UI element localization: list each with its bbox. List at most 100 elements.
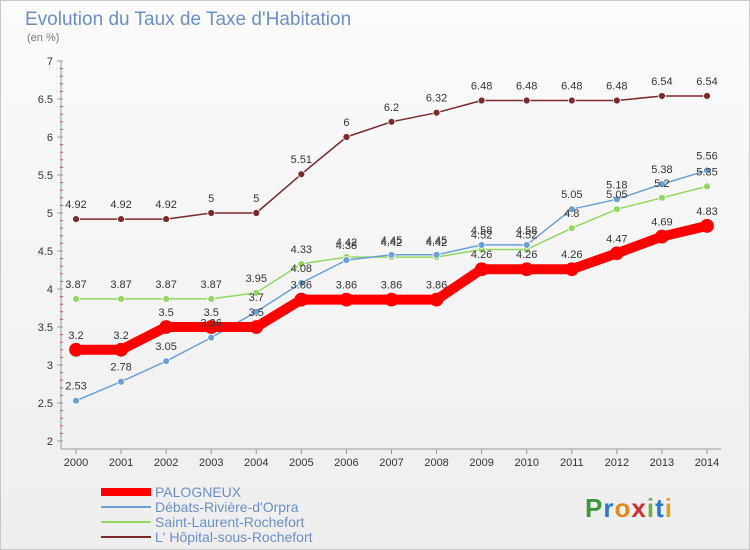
- x-tick-label: 2009: [469, 457, 493, 469]
- data-label: 4.26: [471, 249, 492, 261]
- data-label: 4.58: [471, 225, 492, 237]
- data-point: [117, 377, 125, 386]
- data-label: 4.26: [561, 249, 582, 261]
- data-label: 2.53: [65, 381, 86, 393]
- data-point: [519, 262, 534, 277]
- data-label: 4.69: [651, 217, 672, 229]
- x-tick-label: 2007: [379, 457, 403, 469]
- data-label: 3.87: [65, 279, 86, 291]
- data-label: 6.2: [384, 102, 399, 114]
- y-tick-label: 2.5: [38, 398, 53, 410]
- data-label: 3.2: [113, 330, 128, 342]
- data-point: [207, 209, 216, 217]
- series-layer: [69, 92, 714, 405]
- data-label: 3.86: [381, 280, 402, 292]
- x-tick-label: 2004: [244, 457, 268, 469]
- data-point: [252, 209, 261, 217]
- data-label: 6: [343, 117, 349, 129]
- logo-letter: i: [665, 493, 673, 523]
- logo-letter: P: [585, 493, 603, 523]
- legend-label: Débats-Rivière-d'Orpra: [155, 499, 299, 515]
- data-point: [612, 96, 621, 105]
- data-point: [69, 342, 83, 357]
- x-tick-label: 2012: [605, 457, 629, 469]
- data-label: 3.87: [110, 279, 131, 291]
- data-label: 3.5: [158, 307, 173, 319]
- data-point: [204, 320, 219, 334]
- data-label: 4.08: [291, 263, 312, 275]
- data-label: 6.54: [696, 76, 717, 88]
- data-label: 4.38: [336, 240, 357, 252]
- data-label: 3.2: [68, 330, 83, 342]
- data-label: 3.5: [204, 307, 219, 319]
- data-point: [474, 262, 489, 277]
- data-point: [162, 215, 171, 223]
- data-point: [703, 182, 711, 191]
- y-tick-label: 4.5: [38, 246, 53, 258]
- y-tick-label: 3: [47, 360, 53, 372]
- data-label: 3.86: [291, 280, 312, 292]
- data-label: 3.95: [246, 273, 267, 285]
- data-point: [297, 279, 306, 287]
- logo-letter: x: [631, 493, 646, 523]
- data-label: 3.36: [201, 318, 222, 330]
- data-label: 4.8: [564, 208, 579, 220]
- y-tick-label: 3.5: [38, 322, 53, 334]
- data-label: 5.18: [606, 179, 627, 191]
- data-label: 4.42: [426, 237, 447, 249]
- data-point: [339, 292, 354, 307]
- data-label: 4.42: [336, 237, 357, 249]
- data-point: [655, 229, 669, 244]
- logo-letter: i: [647, 493, 655, 523]
- data-point: [72, 294, 80, 303]
- data-point: [162, 357, 171, 366]
- data-point: [658, 180, 666, 189]
- data-point: [564, 262, 579, 277]
- x-tick-label: 2014: [695, 457, 719, 469]
- data-point: [703, 92, 711, 100]
- data-label: 3.7: [249, 292, 264, 304]
- x-tick-label: 2001: [109, 457, 133, 469]
- data-label: 3.87: [201, 279, 222, 291]
- data-label: 6.32: [426, 93, 447, 105]
- data-label: 4.45: [381, 235, 402, 247]
- data-point: [703, 166, 711, 175]
- data-labels-layer: 4.92 4.92 4.92 5 5 5.51 6 6.2 6.32 6.48 6.48 6.48 6.…: [65, 76, 717, 393]
- data-label: 5.56: [696, 150, 717, 162]
- x-tick-label: 2000: [64, 457, 88, 469]
- x-tick-label: 2011: [560, 457, 584, 469]
- y-tick-label: 2: [47, 436, 53, 448]
- legend: PALOGNEUXDébats-Rivière-d'OrpraSaint-Lau…: [101, 484, 313, 545]
- x-tick-label: 2010: [514, 457, 538, 469]
- logo-letter: r: [603, 493, 614, 523]
- data-point: [567, 96, 576, 105]
- data-label: 5.51: [291, 154, 312, 166]
- data-label: 2.78: [110, 362, 131, 374]
- legend-label: L' Hôpital-sous-Rochefort: [155, 529, 313, 545]
- data-label: 5: [208, 193, 214, 205]
- data-label: 5.38: [651, 164, 672, 176]
- data-point: [429, 292, 444, 307]
- data-point: [658, 92, 666, 100]
- data-label: 4.42: [381, 237, 402, 249]
- data-point: [249, 320, 264, 334]
- data-point: [294, 292, 309, 307]
- x-tick-label: 2003: [199, 457, 223, 469]
- y-tick-label: 6: [47, 132, 53, 144]
- data-point: [612, 195, 621, 204]
- data-point: [117, 215, 125, 223]
- data-label: 6.48: [561, 81, 582, 93]
- data-point: [432, 250, 441, 259]
- data-point: [72, 396, 80, 405]
- data-point: [114, 342, 128, 357]
- chart-title: Evolution du Taux de Taxe d'Habitation: [25, 9, 351, 30]
- data-label: 5.35: [696, 166, 717, 178]
- logo-letter: o: [614, 493, 631, 523]
- data-label: 4.58: [516, 225, 537, 237]
- data-label: 4.92: [110, 199, 131, 211]
- data-label: 3.5: [249, 307, 264, 319]
- data-point: [700, 219, 714, 233]
- data-label: 4.92: [65, 199, 86, 211]
- y-tick-label: 4: [47, 284, 53, 296]
